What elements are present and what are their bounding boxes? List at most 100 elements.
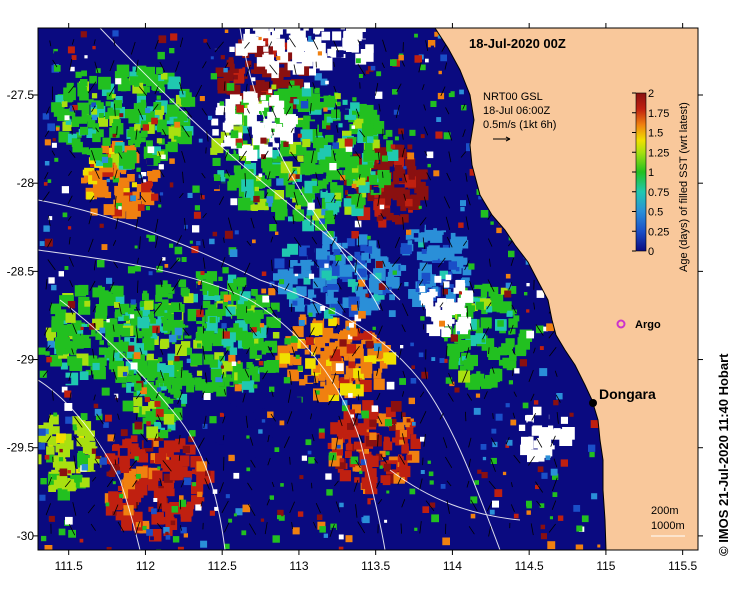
sst-cell [44,409,48,413]
current-arrow [69,279,74,288]
sst-cell [398,54,404,61]
sst-cell [169,243,174,248]
sst-cell [340,383,353,396]
sst-cell [272,313,276,317]
sst-cell [460,277,470,287]
sst-cell [426,289,430,293]
current-arrow [382,39,387,52]
sst-cell [353,28,366,40]
sst-cell [143,153,149,159]
current-arrow [378,152,380,161]
sst-cell [359,470,363,474]
sst-cell [363,331,373,340]
sst-cell [111,154,120,163]
sst-cell [47,340,55,348]
sst-cell [152,470,163,481]
current-arrow [418,279,424,286]
current-arrow [223,237,225,243]
current-arrow [377,499,383,505]
sst-cell [445,292,456,302]
sst-cell [279,353,291,364]
sst-cell [308,273,315,279]
sst-cell [210,455,216,461]
sst-cell [81,93,88,101]
sst-cell [233,74,238,80]
current-arrow [245,83,248,93]
current-arrow [394,237,401,249]
sst-cell [383,352,397,365]
sst-cell [331,527,336,533]
sst-cell [357,177,366,186]
sst-cell [303,277,311,285]
sst-cell [540,524,546,530]
sst-cell [377,170,386,179]
sst-cell [362,32,370,39]
current-arrow [511,482,513,488]
sst-cell [485,306,493,313]
sst-cell [305,439,312,446]
sst-cell [253,63,265,74]
sst-cell [63,87,76,101]
sst-cell [274,447,280,452]
sst-cell [282,103,293,114]
sst-cell [422,251,433,262]
sst-cell [351,193,363,205]
sst-cell [288,35,298,44]
sst-cell [230,198,238,206]
sst-cell [269,97,278,106]
sst-cell [206,271,218,282]
sst-cell [118,538,122,543]
sst-cell [95,453,101,459]
sst-cell [235,138,243,146]
sst-cell [401,412,406,417]
sst-cell [149,182,153,187]
current-arrow [238,150,247,162]
sst-cell [354,348,364,359]
place-dongara: Dongara [589,386,656,407]
current-arrow [93,436,101,448]
current-arrow [401,147,405,158]
sst-cell [433,170,440,177]
sst-cell [338,546,344,550]
sst-cell [467,544,474,550]
sst-cell [502,471,507,476]
sst-cell [133,352,141,359]
sst-cell [358,442,369,453]
sst-cell [261,443,270,452]
sst-cell [545,455,551,461]
sst-cell [160,430,169,439]
sst-cell [300,101,309,109]
sst-cell [289,268,297,276]
sst-cell [272,535,280,543]
sst-cell [362,515,370,524]
sst-cell [328,455,340,467]
current-arrow [510,324,514,334]
sst-cell [130,299,136,305]
sst-cell [259,366,265,373]
sst-cell [51,284,57,291]
sst-cell [560,459,568,467]
sst-cell [233,323,239,329]
depth-legend: 200m 1000m [651,505,685,537]
sst-cell [317,521,326,530]
current-arrow [395,104,400,119]
sst-cell [326,125,331,130]
current-arrow [353,412,359,427]
current-arrow [356,193,360,207]
sst-cell [374,208,382,216]
legend-model: NRT00 GSL [483,91,543,103]
sst-cell [157,466,161,470]
sst-cell [461,356,467,361]
current-arrow [533,347,536,354]
sst-cell [297,155,304,162]
sst-cell [310,323,323,336]
sst-cell [253,408,265,420]
sst-cell [246,435,250,439]
current-arrow [381,62,385,69]
sst-cell [321,391,327,397]
current-arrow [46,106,50,115]
sst-cell [38,454,42,465]
sst-cell [41,535,47,542]
sst-cell [236,105,244,113]
sst-cell [224,29,229,33]
